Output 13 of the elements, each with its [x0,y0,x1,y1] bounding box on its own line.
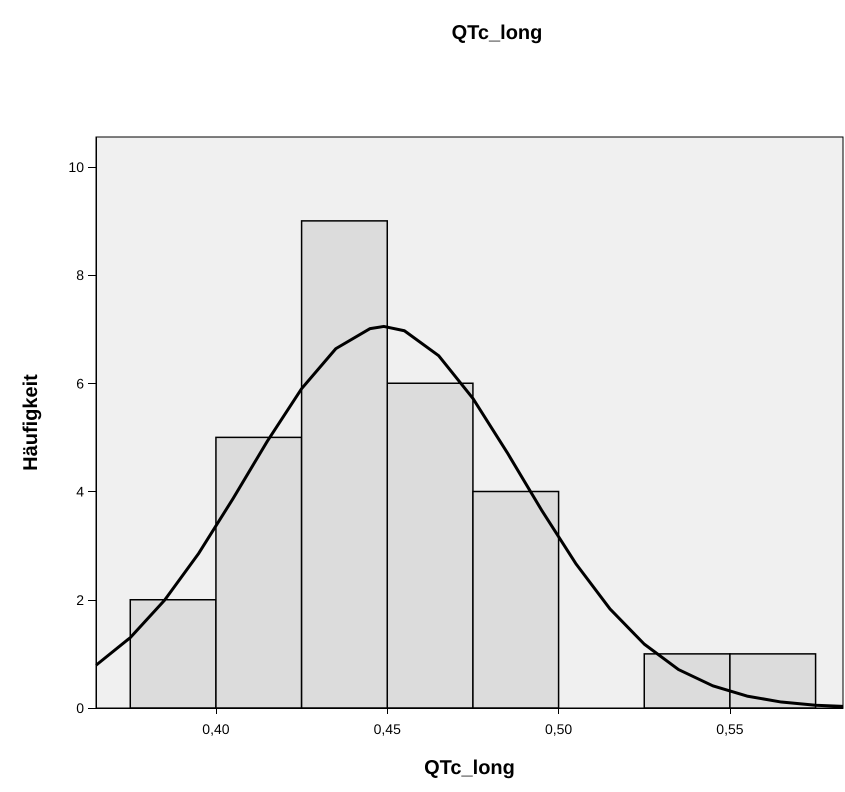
x-tick-label: 0,55 [716,721,744,737]
x-axis-title: QTc_long [424,757,515,779]
y-tick-label: 4 [76,484,84,500]
x-tick-label: 0,40 [202,721,230,737]
y-tick-label: 10 [68,158,84,175]
y-tick-label: 0 [76,700,84,716]
y-axis-title: Häufigkeit [20,374,42,471]
y-tick-label: 2 [76,592,84,608]
chart-title: QTc_long [452,22,542,44]
x-tick-label: 0,45 [374,721,402,737]
y-tick-label: 6 [76,375,84,392]
x-tick-label: 0,50 [544,721,572,737]
y-tick-label: 8 [76,267,84,284]
